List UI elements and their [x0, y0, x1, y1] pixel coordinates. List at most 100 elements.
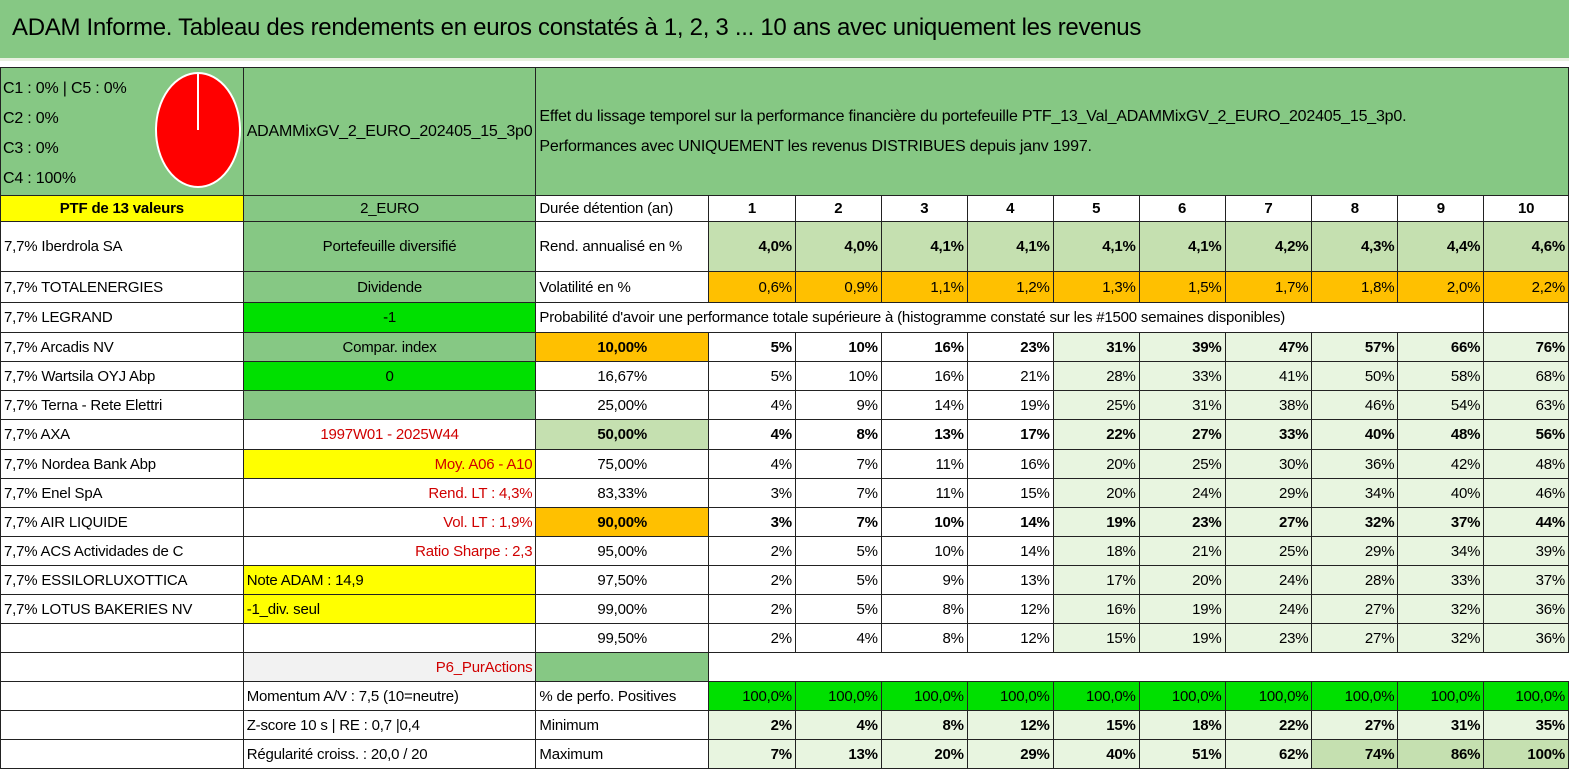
prob-threshold: 50,00%: [535, 419, 710, 450]
min-label: Minimum: [535, 710, 710, 740]
info-cell: Compar. index: [242, 332, 537, 362]
vol-row: 7,7% TOTALENERGIES Dividende Volatilité en…: [0, 271, 1569, 303]
min-value: 18%: [1138, 710, 1226, 740]
year-header: 2: [794, 195, 882, 222]
max-label: Maximum: [535, 739, 710, 769]
prob-row: 7,7% Wartsila OYJ Abp 0 16,67% 5% 10% 16% 21% 2…: [0, 361, 1569, 391]
min-row: Z-score 10 s | RE : 0,7 |0,4 Minimum 2% 4% 8…: [0, 710, 1569, 740]
holding-name: 7,7% Terna - Rete Elettri: [0, 390, 244, 420]
prob-row: 7,7% Nordea Bank Abp Moy. A06 - A10 75,00%…: [0, 449, 1569, 479]
positives-value: 100,0%: [1311, 681, 1399, 711]
prob-value: 68%: [1483, 361, 1569, 391]
prob-value: 47%: [1224, 332, 1313, 362]
prob-value: 31%: [1138, 390, 1226, 420]
max-value: 13%: [794, 739, 882, 769]
min-value: 31%: [1397, 710, 1485, 740]
prob-value: 20%: [1138, 565, 1226, 595]
min-value: 27%: [1311, 710, 1399, 740]
positives-value: 100,0%: [1224, 681, 1313, 711]
page-title: ADAM Informe. Tableau des rendements en …: [12, 14, 1142, 41]
prob-value: 42%: [1397, 449, 1485, 479]
year-header: 9: [1397, 195, 1485, 222]
prob-value: 4%: [708, 419, 796, 450]
holding-name: 7,7% Iberdrola SA: [0, 221, 244, 272]
prob-threshold: 25,00%: [535, 390, 710, 420]
max-row: Régularité croiss. : 20,0 / 20 Maximum 7% 1…: [0, 739, 1569, 769]
prob-value: 34%: [1311, 478, 1399, 508]
legend: C1 : 0% | C5 : 0% C2 : 0% C3 : 0% C4 : 1…: [3, 74, 127, 194]
prob-value: 48%: [1483, 449, 1569, 479]
prob-title-row: 7,7% LEGRAND -1 Probabilité d'avoir une pe…: [0, 302, 1569, 333]
empty-cell: [0, 710, 244, 740]
prob-value: 31%: [1052, 332, 1140, 362]
header-row: C1 : 0% | C5 : 0% C2 : 0% C3 : 0% C4 : 1…: [0, 67, 1569, 196]
positives-value: 100,0%: [1138, 681, 1226, 711]
prob-value: 36%: [1483, 623, 1569, 653]
empty-cell: [1225, 653, 1312, 682]
positives-value: 100,0%: [1483, 681, 1569, 711]
dividend-value: -1: [242, 302, 537, 333]
holding-name: 7,7% AIR LIQUIDE: [0, 507, 244, 537]
rend-value: 4,1%: [1052, 221, 1140, 272]
prob-row: 7,7% ESSILORLUXOTTICA Note ADAM : 14,9 97,…: [0, 565, 1569, 595]
empty-cell: [535, 652, 710, 682]
prob-row: 7,7% ACS Actividades de C Ratio Sharpe : …: [0, 536, 1569, 566]
prob-value: 16%: [966, 449, 1054, 479]
prob-value: 20%: [1052, 449, 1140, 479]
prob-value: 2%: [708, 536, 796, 566]
year-header: 3: [880, 195, 968, 222]
prob-value: 23%: [966, 332, 1054, 362]
vol-value: 1,7%: [1224, 271, 1313, 303]
prob-threshold: 16,67%: [535, 361, 710, 391]
prob-value: 28%: [1311, 565, 1399, 595]
info-cell: 1997W01 - 2025W44: [242, 419, 537, 450]
legend-cell: C1 : 0% | C5 : 0% C2 : 0% C3 : 0% C4 : 1…: [0, 67, 244, 196]
rend-value: 4,0%: [708, 221, 796, 272]
prob-row: 7,7% Arcadis NV Compar. index 10,00% 5% 10% 1…: [0, 332, 1569, 362]
year-header: 10: [1483, 195, 1569, 222]
min-value: 2%: [708, 710, 796, 740]
zscore-label: Z-score 10 s | RE : 0,7 |0,4: [242, 710, 537, 740]
prob-row: 7,7% AIR LIQUIDE Vol. LT : 1,9% 90,00% 3% 7%…: [0, 507, 1569, 537]
prob-value: 34%: [1397, 536, 1485, 566]
year-header: 7: [1224, 195, 1313, 222]
prob-value: 32%: [1397, 623, 1485, 653]
prob-value: 3%: [708, 478, 796, 508]
max-value: 74%: [1311, 739, 1399, 769]
currency-label: 2_EURO: [242, 195, 537, 222]
min-value: 35%: [1483, 710, 1569, 740]
info-cell: 0: [242, 361, 537, 391]
prob-value: 24%: [1224, 594, 1313, 624]
rend-value: 4,3%: [1311, 221, 1399, 272]
prob-value: 10%: [794, 361, 882, 391]
year-header: 5: [1052, 195, 1140, 222]
performance-table: C1 : 0% | C5 : 0% C2 : 0% C3 : 0% C4 : 1…: [0, 67, 1569, 769]
positives-label: % de perfo. Positives: [535, 681, 710, 711]
prob-value: 2%: [708, 623, 796, 653]
years-header-row: PTF de 13 valeurs 2_EURO Durée détention (…: [0, 195, 1569, 222]
prob-value: 76%: [1483, 332, 1569, 362]
prob-threshold: 99,00%: [535, 594, 710, 624]
min-value: 4%: [794, 710, 882, 740]
empty-cell: [1312, 653, 1398, 682]
max-value: 86%: [1397, 739, 1485, 769]
prob-value: 12%: [966, 623, 1054, 653]
prob-value: 15%: [1052, 623, 1140, 653]
prob-value: 37%: [1397, 507, 1485, 537]
prob-value: 10%: [880, 507, 968, 537]
prob-value: 40%: [1397, 478, 1485, 508]
prob-value: 46%: [1483, 478, 1569, 508]
prob-value: 25%: [1052, 390, 1140, 420]
legend-item: C4 : 100%: [3, 170, 76, 187]
prob-threshold: 75,00%: [535, 449, 710, 479]
prob-value: 10%: [794, 332, 882, 362]
holding-name: [0, 623, 244, 653]
description-line: Performances avec UNIQUEMENT les revenus…: [539, 137, 1092, 155]
prob-value: 40%: [1311, 419, 1399, 450]
prob-value: 29%: [1224, 478, 1313, 508]
max-value: 51%: [1138, 739, 1226, 769]
prob-value: 5%: [708, 332, 796, 362]
prob-value: 11%: [880, 478, 968, 508]
prob-value: 8%: [880, 623, 968, 653]
prob-value: 16%: [1052, 594, 1140, 624]
